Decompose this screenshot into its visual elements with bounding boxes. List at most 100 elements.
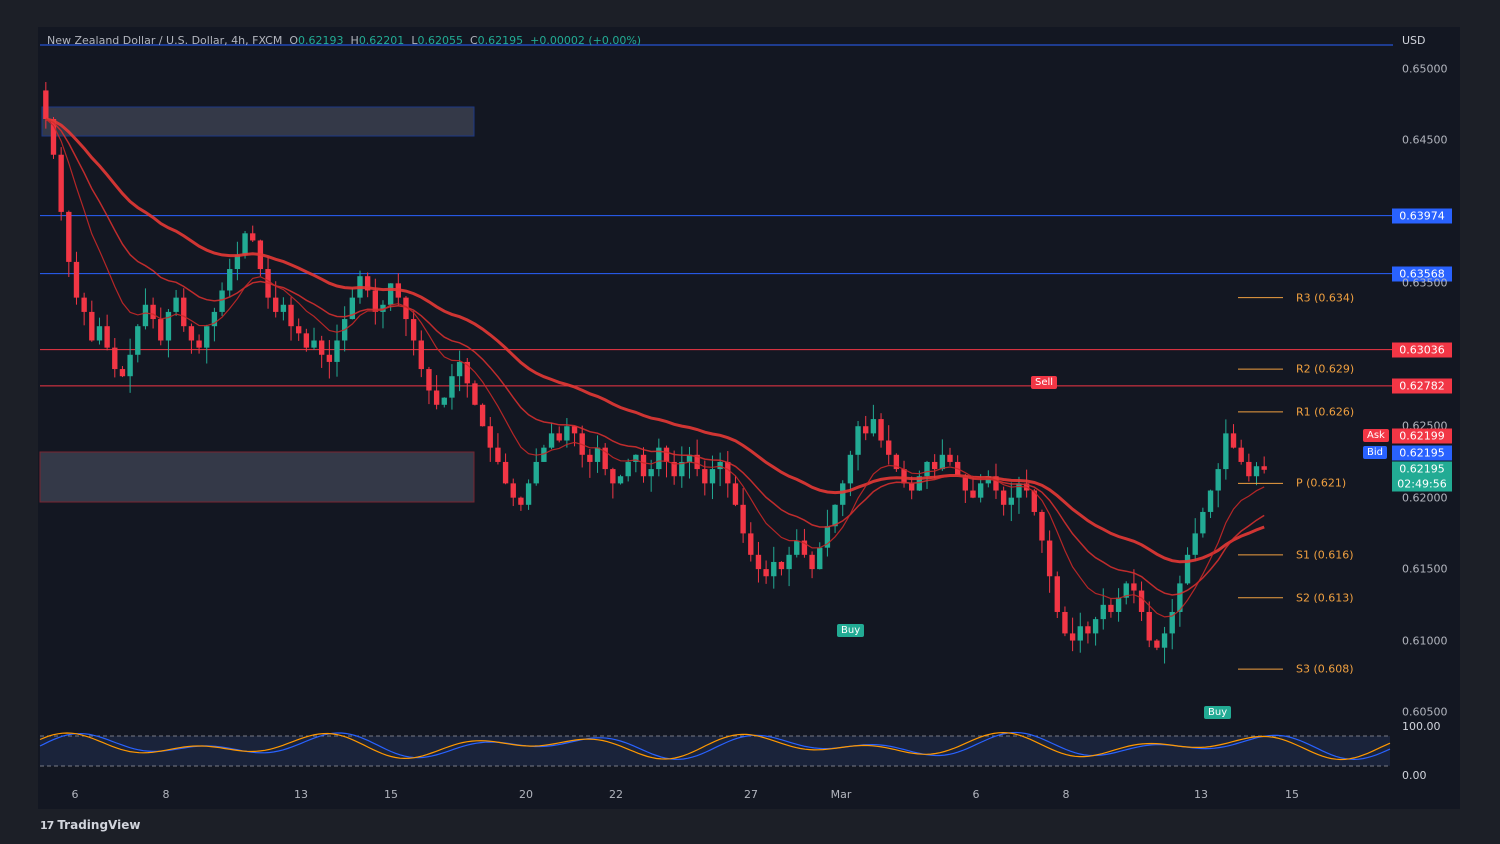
candle-body [311,340,317,348]
candle-body [472,383,478,405]
candle-body [794,540,800,555]
candle-body [1184,554,1191,584]
candle-body [242,233,248,255]
candle-body [234,254,241,270]
candle-body [66,211,72,262]
moving-average-line [45,117,1265,564]
candle-body [296,326,302,334]
candle-body [433,390,440,405]
symbol-name: New Zealand Dollar / U.S. Dollar, 4h, FX… [47,34,283,47]
candle-body [893,454,900,470]
candle-body [112,347,118,370]
candle-body [778,561,785,570]
candle-body [227,269,233,291]
candle-body [1131,583,1137,591]
candle-body [947,454,953,462]
candle-body [732,483,739,505]
candle-body [188,326,195,341]
candle-body [901,469,907,484]
level-price-tag: 0.63974 [1392,208,1452,224]
price-chart[interactable] [38,27,1460,809]
candle-body [219,290,225,312]
candle-body [679,461,685,477]
oscillator-tick-0: 0.00 [1402,769,1427,782]
candle-body [426,369,432,391]
candle-body [73,261,80,298]
symbol-header: New Zealand Dollar / U.S. Dollar, 4h, FX… [47,34,642,47]
candle-body [1100,604,1106,620]
pivot-label: R2 (0.629) [1296,362,1355,376]
bid-label: Bid [1363,446,1387,459]
level-price-tag: 0.63036 [1392,342,1452,358]
x-tick-label: 27 [744,788,758,801]
x-tick-label: 13 [1194,788,1208,801]
high-value: 0.62201 [358,34,405,47]
candle-body [303,333,310,348]
last-price-tag: 0.62195 [1392,461,1452,477]
candle-body [1092,619,1099,634]
candle-body [334,340,340,362]
candle-body [1207,490,1214,512]
candle-body [127,354,133,377]
y-tick-label: 0.63500 [1402,276,1448,290]
signal-badge: Sell [1031,376,1058,389]
candle-body [602,447,608,470]
candle-body [970,490,976,498]
candle-body [824,526,831,548]
candle-body [878,419,884,441]
chart-frame[interactable] [38,27,1460,809]
candle-body [533,461,539,484]
candle-body [886,440,892,455]
pivot-label: S1 (0.616) [1296,548,1354,562]
ask-label: Ask [1363,429,1389,442]
candle-body [740,504,746,534]
tradingview-logo[interactable]: 17 TradingView [40,818,141,832]
candle-body [717,461,723,470]
candle-body [204,326,210,348]
candle-body [855,426,861,455]
candle-body [594,447,601,462]
candle-body [479,404,486,427]
candle-body [1200,511,1206,534]
currency-label: USD [1402,34,1426,47]
candle-body [1161,633,1168,648]
pivot-label: S2 (0.613) [1296,591,1354,605]
candle-body [43,90,49,120]
candle-body [924,461,930,477]
candle-body [1062,611,1068,634]
candle-body [801,540,808,555]
candle-body [640,454,647,477]
candle-body [663,447,670,462]
pivot-label: P (0.621) [1296,476,1347,490]
candle-body [671,461,677,477]
candle-body [1008,497,1014,505]
candle-body [211,311,218,327]
candle-body [1246,461,1252,477]
moving-average-line [45,118,1265,596]
candle-body [502,461,509,484]
candle-body [1123,583,1129,598]
candle-body [909,483,915,491]
candle-body [1154,640,1160,648]
candle-body [617,476,624,484]
candle-body [763,569,769,577]
candle-body [1115,597,1122,612]
candle-body [1215,469,1221,491]
candle-body [993,476,999,491]
candle-body [648,469,654,477]
y-tick-label: 0.65000 [1402,62,1448,76]
candle-body [441,397,447,405]
candle-body [273,297,279,312]
candle-body [870,419,877,434]
candle-body [326,354,333,362]
candle-body [104,326,110,348]
candle-body [1031,490,1037,512]
candle-body [150,304,156,320]
candle-body [1016,483,1022,498]
candle-body [364,276,371,291]
moving-average-line [45,118,1265,618]
candle-body [1077,626,1083,641]
x-tick-label: 8 [1062,788,1070,801]
candle-body [495,447,501,462]
candle-body [725,461,731,484]
